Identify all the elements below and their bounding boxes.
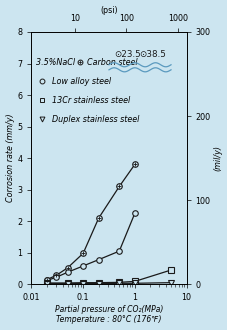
Text: 3.5%NaCl: 3.5%NaCl — [36, 58, 77, 67]
Text: ⊙23.5: ⊙23.5 — [114, 50, 140, 59]
Text: Carbon steel: Carbon steel — [87, 58, 137, 67]
Y-axis label: Corrosion rate (mm/y): Corrosion rate (mm/y) — [5, 114, 15, 202]
X-axis label: (psi): (psi) — [100, 6, 117, 15]
Y-axis label: (mil/y): (mil/y) — [212, 145, 222, 171]
Text: ⊙38.5: ⊙38.5 — [138, 50, 165, 59]
Text: 13Cr stainless steel: 13Cr stainless steel — [51, 96, 129, 105]
Text: Duplex stainless steel: Duplex stainless steel — [51, 115, 138, 123]
X-axis label: Partial pressure of CO₂(MPa)
Temperature : 80°C (176℉): Partial pressure of CO₂(MPa) Temperature… — [54, 305, 163, 324]
Text: Low alloy steel: Low alloy steel — [51, 77, 110, 86]
